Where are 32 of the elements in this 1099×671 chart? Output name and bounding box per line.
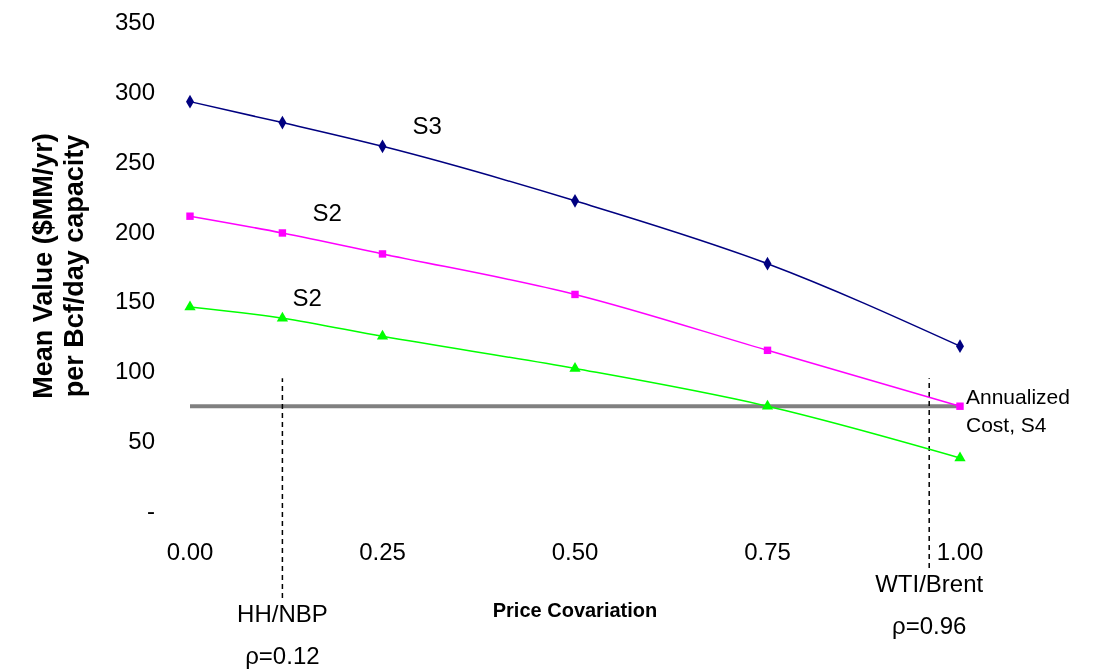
point — [376, 329, 389, 340]
y-tick-label: 350 — [114, 8, 155, 35]
x-tick-label: 0.75 — [744, 538, 791, 565]
y-tick-label: 50 — [128, 427, 155, 455]
x-tick-label: 0.50 — [551, 538, 599, 565]
point — [378, 250, 387, 258]
series-label: S3 — [412, 112, 442, 140]
point — [571, 290, 579, 299]
x-tick-label: 1.00 — [936, 538, 984, 565]
x-axis-title: Price Covariation — [492, 599, 658, 621]
y-tick-label: 150 — [114, 287, 155, 315]
x-tick-label: 0.00 — [166, 538, 214, 565]
y-axis-title: Mean Value ($MM/yr) per Bcf/day capacity — [28, 133, 89, 399]
series-label: S2 — [292, 284, 322, 312]
ref-line-label: Annualized Cost, S4 — [966, 385, 1070, 437]
ref-line-label: HH/NBP ρ=0.12 — [237, 600, 328, 669]
y-tick-label: - — [147, 497, 155, 524]
point — [186, 212, 194, 220]
point — [184, 300, 196, 311]
point — [276, 311, 289, 322]
y-tick-label: 300 — [114, 77, 155, 105]
point — [569, 361, 581, 372]
ref-line-label: WTI/Brent ρ=0.96 — [875, 570, 984, 639]
x-tick-label: 0.25 — [359, 538, 406, 565]
point — [761, 399, 774, 410]
y-tick-label: 250 — [114, 147, 155, 175]
point — [278, 229, 287, 237]
series-label: S2 — [312, 198, 342, 226]
y-tick-label: 200 — [114, 217, 155, 245]
point — [954, 451, 966, 462]
point — [956, 402, 964, 410]
y-tick-label: 100 — [114, 357, 155, 385]
